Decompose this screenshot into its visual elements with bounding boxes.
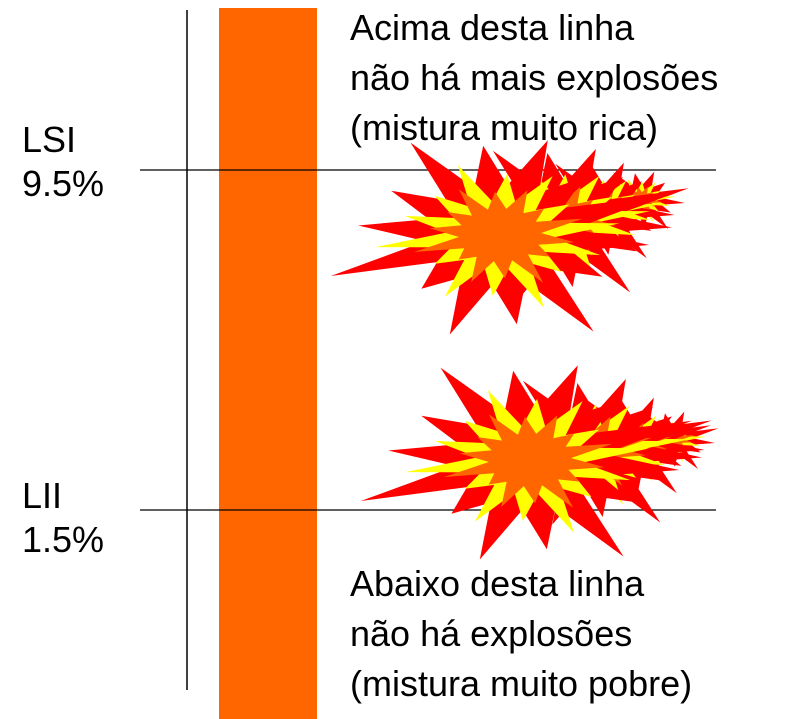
gas-column xyxy=(219,8,317,719)
lower-note-line: não há explosões xyxy=(350,613,632,654)
diagram: LSI 9.5% LII 1.5% Acima desta linha não … xyxy=(0,0,792,719)
lower-note-line: (mistura muito pobre) xyxy=(350,663,692,704)
upper-note-line: Acima desta linha xyxy=(350,7,635,48)
upper-note-line: não há mais explosões xyxy=(350,57,718,98)
lower-note-line: Abaixo desta linha xyxy=(350,563,645,604)
explosions xyxy=(331,140,719,559)
upper-limit-value: 9.5% xyxy=(22,163,104,204)
lower-limit-name: LII xyxy=(22,475,62,516)
upper-limit-name: LSI xyxy=(22,119,76,160)
lower-limit-value: 1.5% xyxy=(22,519,104,560)
upper-note-line: (mistura muito rica) xyxy=(350,107,658,148)
